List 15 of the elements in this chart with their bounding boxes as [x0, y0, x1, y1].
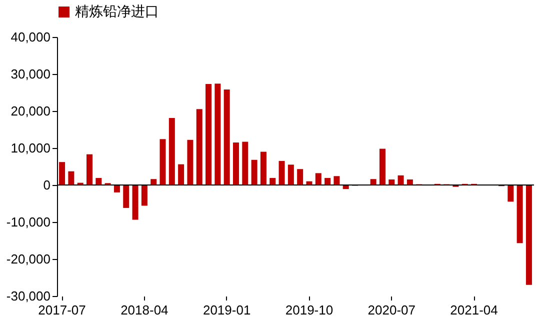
y-tick-label: 20,000 — [10, 104, 50, 118]
x-tick-label: 2019-10 — [285, 302, 334, 318]
x-tick-label: 2020-07 — [368, 302, 416, 318]
y-tick-label: -30,000 — [6, 288, 50, 304]
y-tick-label: -10,000 — [6, 214, 50, 230]
x-tick-label: 2021-04 — [450, 302, 498, 318]
y-tick-label: 10,000 — [10, 140, 50, 156]
y-tick-label: 0 — [43, 178, 50, 192]
y-tick-label: -20,000 — [6, 252, 50, 266]
legend-label: 精炼铅净进口 — [75, 3, 159, 19]
y-tick-label: 30,000 — [10, 66, 50, 82]
x-tick-label: 2017-07 — [38, 302, 86, 318]
x-tick-label: 2018-04 — [120, 302, 168, 318]
x-tick-label: 2019-01 — [202, 302, 251, 318]
y-tick-label: 40,000 — [10, 30, 50, 44]
